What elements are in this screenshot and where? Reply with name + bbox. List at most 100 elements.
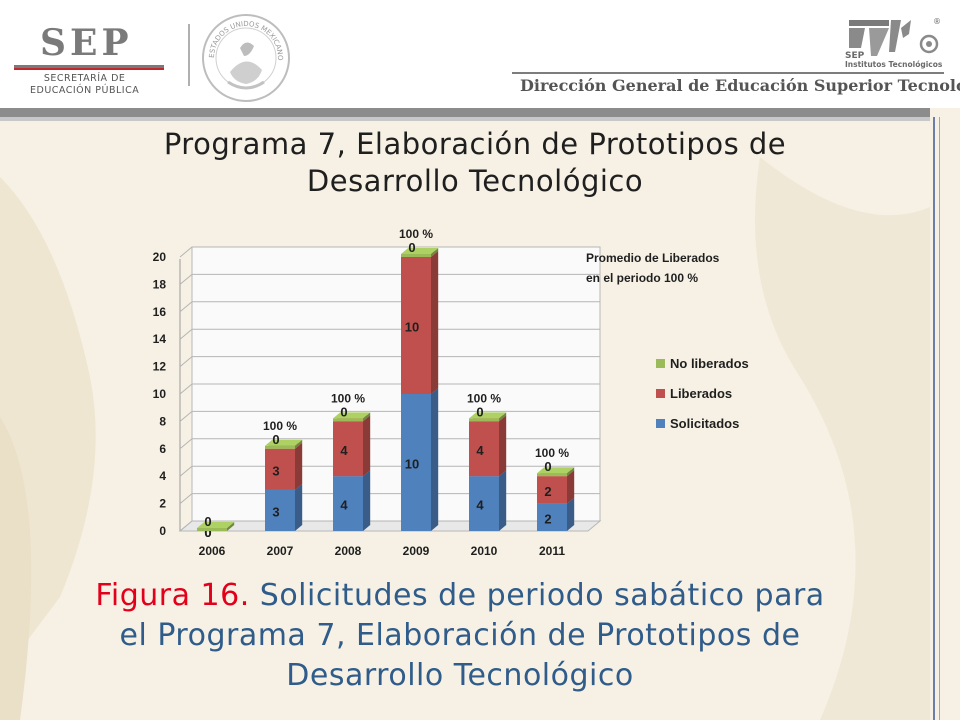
dgest-rule xyxy=(512,72,944,74)
bar-segment-side xyxy=(499,415,507,477)
bar-segment-side xyxy=(295,483,303,531)
y-tick-label: 18 xyxy=(153,277,167,291)
data-label: 4 xyxy=(340,498,348,513)
institutos-tecnologicos-logo-icon: SEP Institutos Tecnológicos ® xyxy=(845,17,943,69)
data-label: 3 xyxy=(272,463,279,478)
bar-segment-top xyxy=(401,248,439,254)
bar-segment-side xyxy=(431,388,439,531)
x-tick-label: 2006 xyxy=(199,544,226,558)
bar-segment-side xyxy=(431,248,439,257)
legend-swatch xyxy=(656,419,665,428)
data-label: 0 xyxy=(408,240,415,255)
data-label: 0 xyxy=(476,404,483,419)
bar-segment-side xyxy=(363,415,371,477)
data-label: 4 xyxy=(476,443,484,458)
legend-label: No liberados xyxy=(670,356,749,371)
data-label: 0 xyxy=(204,525,211,540)
bar-segment-side xyxy=(363,412,371,422)
gridline xyxy=(179,465,600,477)
bar-segment-liberados xyxy=(401,257,431,394)
data-label: 4 xyxy=(476,498,484,513)
gridline xyxy=(179,273,600,285)
bar-segment-side xyxy=(567,497,575,531)
chart-annotation-line2: en el periodo 100 % xyxy=(586,271,698,285)
bar-segment-side xyxy=(567,467,575,477)
header xyxy=(0,0,960,108)
bar-segment-liberados xyxy=(265,448,295,490)
y-tick-label: 14 xyxy=(153,332,167,346)
bar-segment-solicitados xyxy=(401,394,431,531)
caption-line2: el Programa 7, Elaboración de Prototipos… xyxy=(119,618,801,653)
figure-caption: Figura 16. Solicitudes de periodo sabáti… xyxy=(20,576,900,696)
top-percentage-label: 100 % xyxy=(399,227,433,241)
bar-segment-top xyxy=(469,412,507,419)
sep-logo-subtitle: SECRETARÍA DE EDUCACIÓN PÚBLICA xyxy=(30,73,140,96)
gridline xyxy=(179,301,600,313)
legend-label: Liberados xyxy=(670,386,732,401)
x-tick-label: 2008 xyxy=(335,544,362,558)
gridline xyxy=(179,328,600,340)
y-tick-label: 2 xyxy=(159,497,166,511)
bar-segment-top xyxy=(265,439,303,446)
svg-text:Institutos Tecnológicos: Institutos Tecnológicos xyxy=(845,60,943,69)
data-label: 0 xyxy=(544,459,551,474)
bar-segment-no-liberados xyxy=(469,418,499,422)
header-divider xyxy=(188,24,190,86)
header-bar xyxy=(0,108,930,117)
data-label: 2 xyxy=(544,511,551,526)
sep-logo-rule-red xyxy=(14,68,164,70)
top-percentage-label: 100 % xyxy=(263,419,297,433)
bar-segment-side xyxy=(499,412,507,422)
slide-title: Programa 7, Elaboración de Prototipos de… xyxy=(163,127,787,198)
svg-text:SEP: SEP xyxy=(845,51,865,61)
data-label: 0 xyxy=(204,525,211,540)
bar-segment-solicitados xyxy=(469,476,499,531)
y-tick-label: 0 xyxy=(159,524,166,538)
bar-segment-top xyxy=(197,522,235,528)
right-rule-inner xyxy=(939,117,940,720)
data-label: 10 xyxy=(405,457,419,472)
data-label: 10 xyxy=(405,320,419,335)
y-tick-label: 8 xyxy=(159,414,166,428)
gridline xyxy=(179,383,600,395)
bar-segment-no-liberados xyxy=(401,254,431,257)
legend-label: Solicitados xyxy=(670,416,739,431)
bar-segment-no-liberados xyxy=(197,528,227,531)
bar-segment-side xyxy=(499,470,507,531)
chart-annotation-line1: Promedio de Liberados xyxy=(586,251,720,265)
bar-segment-solicitados xyxy=(333,476,363,531)
gridline xyxy=(179,246,600,258)
gridline xyxy=(179,356,600,367)
y-tick-label: 12 xyxy=(153,360,167,374)
y-tick-label: 6 xyxy=(159,442,166,456)
y-tick-label: 10 xyxy=(153,387,167,401)
header-bar-light xyxy=(0,117,930,121)
y-tick-label: 4 xyxy=(159,469,166,483)
y-tick-label: 20 xyxy=(153,250,167,264)
bar-segment-side xyxy=(567,470,575,504)
bar-segment-liberados xyxy=(469,421,499,477)
bar-segment-no-liberados xyxy=(333,418,363,422)
caption-line1: Solicitudes de periodo sabático para xyxy=(249,578,825,613)
bar-segment-solicitados xyxy=(265,489,295,531)
top-percentage-label: 100 % xyxy=(331,391,365,405)
right-rule xyxy=(933,117,935,720)
bar-segment-side xyxy=(363,470,371,531)
data-label: 2 xyxy=(544,484,551,499)
gridline xyxy=(179,493,600,504)
x-tick-label: 2007 xyxy=(267,544,294,558)
bar-segment-side xyxy=(295,439,303,449)
bar-segment-top xyxy=(333,412,371,419)
svg-text:®: ® xyxy=(933,17,941,26)
bar-segment-liberados xyxy=(537,476,567,504)
data-label: 3 xyxy=(272,504,279,519)
x-tick-label: 2011 xyxy=(539,544,565,558)
gridline xyxy=(179,520,600,532)
bar-segment-side xyxy=(295,442,303,490)
top-percentage-label: 100 % xyxy=(467,391,501,405)
bar-segment-no-liberados xyxy=(265,445,295,449)
bar-segment-solicitados xyxy=(537,503,567,531)
